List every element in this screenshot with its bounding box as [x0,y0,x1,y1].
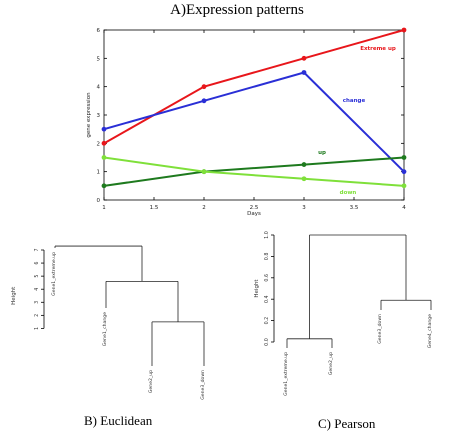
y-tick-label: 2 [97,141,101,147]
y-tick-label: 6 [34,262,40,265]
series-label-change: change [343,98,366,104]
x-tick-label: 4 [402,205,406,211]
series-line-up [103,156,405,187]
leaf-label-gene1-change: Gene1_change [102,312,108,346]
data-point-extreme-up [301,55,307,61]
y-tick-label: 0.4 [264,295,270,303]
euclidean-dendrogram: 1 2 3 4 5 6 7 Height Gene1_extreme.up Gene1_chang… [11,245,206,400]
chart-c-title: C) Pearson [318,416,376,431]
y-tick-label: 0.0 [264,338,270,346]
data-point-down [201,169,207,175]
leaf-label-gene2-up: Gene2_up [148,370,154,393]
y-tick-label: 5 [97,56,101,62]
series-label-down: down [340,190,357,196]
data-point-up [101,183,107,189]
y-tick-label: 3 [97,113,101,119]
y-axis-label: Height [11,286,17,305]
y-tick-label: 0.8 [264,253,270,261]
x-axis-label: Days [247,211,261,217]
data-point-up [401,155,407,160]
leaf-label-gene2-up: Gene2_up [328,352,334,375]
y-tick-label: 1 [97,170,101,176]
y-tick-label: 2 [34,314,40,317]
series-line-change [103,71,405,173]
data-point-change [301,70,307,75]
y-tick-label: 4 [34,288,40,291]
leaf-label-gene3-down: Gene3_down [377,314,383,344]
y-axis-label: Height [254,279,260,298]
y-axis-label: gene expression [86,92,92,138]
data-point-down [401,183,407,189]
data-point-down [301,176,307,182]
y-tick-label: 5 [34,275,40,278]
leaf-label-gene4-change: Gene4_change [427,314,433,348]
y-tick-label: 6 [97,28,101,34]
y-tick-label: 3 [34,301,40,304]
data-point-extreme-up [101,140,107,146]
x-tick-label: 2 [202,205,206,211]
y-tick-label: 0 [97,198,101,204]
series-label-extreme-up: Extreme up [360,46,396,52]
data-point-extreme-up [201,84,207,90]
leaf-label-gene1-extreme-up: Gene1_extreme.up [283,352,289,396]
data-point-extreme-up [401,27,407,33]
y-tick-label: 4 [97,85,101,91]
series-line-down [103,156,405,187]
chart-b-title: B) Euclidean [84,413,153,428]
y-tick-label: 7 [34,248,40,251]
y-tick-label: 0.6 [264,274,270,282]
pearson-dendrogram: 0.0 0.2 0.4 0.6 0.8 1.0 Height Gene1_extreme.up… [254,231,433,396]
data-point-up [301,162,307,167]
leaf-label-gene3-down: Gene3_down [200,370,206,400]
data-point-change [401,169,407,175]
x-tick-label: 3.5 [350,205,359,211]
x-tick-label: 1 [102,205,106,211]
data-point-down [101,155,107,160]
y-tick-label: 1 [34,327,40,330]
y-tick-label: 1.0 [264,231,270,239]
y-tick-label: 0.2 [264,317,270,325]
x-tick-label: 1.5 [150,205,159,211]
chart-a-title: A)Expression patterns [170,2,304,18]
series-label-up: up [318,150,326,156]
data-point-change [201,98,207,104]
data-point-change [101,126,107,132]
x-tick-label: 2.5 [250,205,259,211]
x-tick-label: 3 [302,205,306,211]
leaf-label-gene1-extreme-up: Gene1_extreme.up [51,252,57,296]
